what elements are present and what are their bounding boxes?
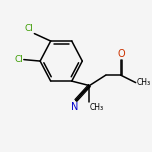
Text: O: O [118,49,125,59]
Text: CH₃: CH₃ [136,78,150,87]
Text: Cl: Cl [25,24,34,33]
Text: CH₃: CH₃ [90,103,104,112]
Text: Cl: Cl [14,55,23,64]
Text: N: N [71,102,78,112]
